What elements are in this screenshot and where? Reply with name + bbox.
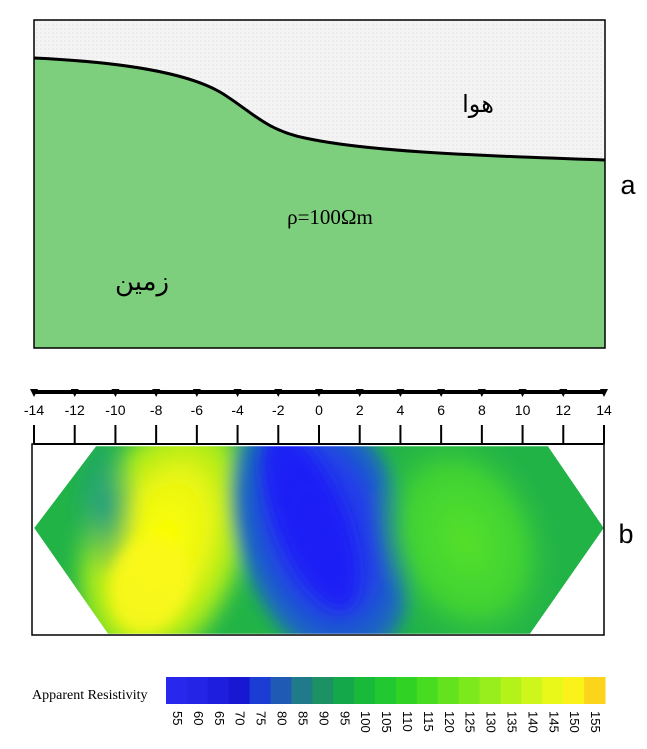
axis-marker-triangle xyxy=(192,389,201,397)
legend-swatch xyxy=(249,677,272,704)
legend-swatch xyxy=(166,677,188,704)
legend-value-label: 65 xyxy=(212,711,227,725)
axis-tick-label: -2 xyxy=(272,402,285,418)
axis-tick-label: 4 xyxy=(397,402,405,418)
legend-value-label: 80 xyxy=(275,711,290,725)
axis-marker-triangle xyxy=(233,389,242,397)
legend-swatch xyxy=(437,677,460,704)
axis-marker-triangle xyxy=(518,389,527,397)
axis-marker-triangle xyxy=(355,389,364,397)
legend-swatch xyxy=(416,677,439,704)
axis-marker-triangle xyxy=(152,389,161,397)
legend-title: Apparent Resistivity xyxy=(32,688,148,703)
panel-b: -14 -12 -10 -8 -6 -4 -2 0 2 4 6 8 10 12 14 b xyxy=(24,389,634,636)
ground-label: زمین xyxy=(115,267,169,297)
axis-marker-triangle xyxy=(315,389,323,397)
yellow-core xyxy=(110,536,190,634)
legend-value-label: 145 xyxy=(546,711,561,733)
legend-value-label: 120 xyxy=(442,711,457,733)
legend-value-label: 60 xyxy=(191,711,206,725)
legend-value-label: 90 xyxy=(316,711,331,725)
axis-marker-triangle xyxy=(477,389,486,397)
legend-swatch xyxy=(270,677,292,704)
axis-marker-triangle xyxy=(111,389,120,397)
legend-swatch xyxy=(375,677,397,704)
axis-tick-label: 12 xyxy=(555,402,571,418)
pseudosection xyxy=(34,446,604,634)
legend-swatch xyxy=(500,677,522,704)
legend-swatch xyxy=(207,677,230,704)
terrain-line xyxy=(33,56,606,162)
axis-tick-label: 14 xyxy=(596,402,612,418)
axis-marker-triangle xyxy=(396,389,405,397)
intermediate-zone xyxy=(370,446,560,634)
axis-marker-triangle xyxy=(559,389,568,397)
axis-tick-label: 0 xyxy=(315,402,323,418)
legend-value-label: 100 xyxy=(358,711,373,733)
colorbar-legend: Apparent Resistivity 55 60 65 70 75 80 85 90 95 1… xyxy=(32,677,606,733)
legend-swatch xyxy=(354,677,376,704)
axis-tick-label: -14 xyxy=(24,402,44,418)
legend-value-label: 70 xyxy=(233,711,248,725)
panel-a-letter: a xyxy=(620,170,636,200)
panel-b-border xyxy=(31,443,605,636)
legend-value-label: 110 xyxy=(400,711,415,732)
legend-value-label: 125 xyxy=(463,711,478,733)
ground-region xyxy=(34,58,605,348)
legend-swatch xyxy=(312,677,334,704)
axis-ruler: -14 -12 -10 -8 -6 -4 -2 0 2 4 6 8 10 12 14 xyxy=(24,389,612,445)
axis-marker-triangle xyxy=(600,389,608,397)
legend-labels: 55 60 65 70 75 80 85 90 95 100 105 110 115 120 125 130 1… xyxy=(170,711,603,733)
legend-swatch xyxy=(395,677,418,704)
legend-value-label: 150 xyxy=(567,711,582,733)
axis-tick-label: 2 xyxy=(356,402,364,418)
legend-value-label: 115 xyxy=(421,711,436,732)
legend-value-label: 140 xyxy=(525,711,540,733)
blue-core xyxy=(262,446,358,609)
resistivity-label: ρ=100Ωm xyxy=(287,205,373,229)
legend-value-label: 135 xyxy=(504,711,519,733)
legend-swatch xyxy=(186,677,209,704)
panel-a: هوا ρ=100Ωm زمین a xyxy=(33,19,636,349)
axis-marker-triangle xyxy=(70,389,79,397)
panel-b-letter: b xyxy=(618,519,633,549)
axis-tick-label: -4 xyxy=(231,402,244,418)
teal-zone-left xyxy=(70,446,140,580)
legend-swatch xyxy=(333,677,355,704)
legend-swatch xyxy=(563,677,585,704)
legend-swatch xyxy=(584,677,606,704)
axis-tick-label: -12 xyxy=(65,402,85,418)
legend-value-label: 105 xyxy=(379,711,394,733)
legend-swatch xyxy=(228,677,251,704)
axis-marker-triangle xyxy=(274,389,283,397)
legend-value-label: 95 xyxy=(337,711,352,725)
legend-swatch xyxy=(479,677,501,704)
axis-marker-triangle xyxy=(30,389,38,397)
axis-marks: -14 -12 -10 -8 -6 -4 -2 0 2 4 6 8 10 12 14 xyxy=(24,389,612,444)
legend-value-label: 85 xyxy=(295,711,310,725)
axis-tick-label: -10 xyxy=(105,402,125,418)
axis-tick-label: -6 xyxy=(191,402,204,418)
legend-value-label: 55 xyxy=(170,711,185,725)
axis-tick-label: 6 xyxy=(437,402,445,418)
legend-swatches xyxy=(166,677,606,704)
legend-value-label: 155 xyxy=(588,711,603,733)
axis-tick-label: -8 xyxy=(150,402,163,418)
legend-swatch xyxy=(291,677,313,704)
legend-swatch xyxy=(458,677,481,704)
axis-marker-triangle xyxy=(437,389,446,397)
panel-a-border xyxy=(33,19,606,349)
legend-value-label: 130 xyxy=(484,711,499,733)
axis-tick-label: 8 xyxy=(478,402,486,418)
legend-swatch xyxy=(542,677,564,704)
legend-value-label: 75 xyxy=(254,711,269,725)
axis-tick-label: 10 xyxy=(515,402,531,418)
air-label: هوا xyxy=(462,90,494,118)
legend-swatch xyxy=(521,677,543,704)
